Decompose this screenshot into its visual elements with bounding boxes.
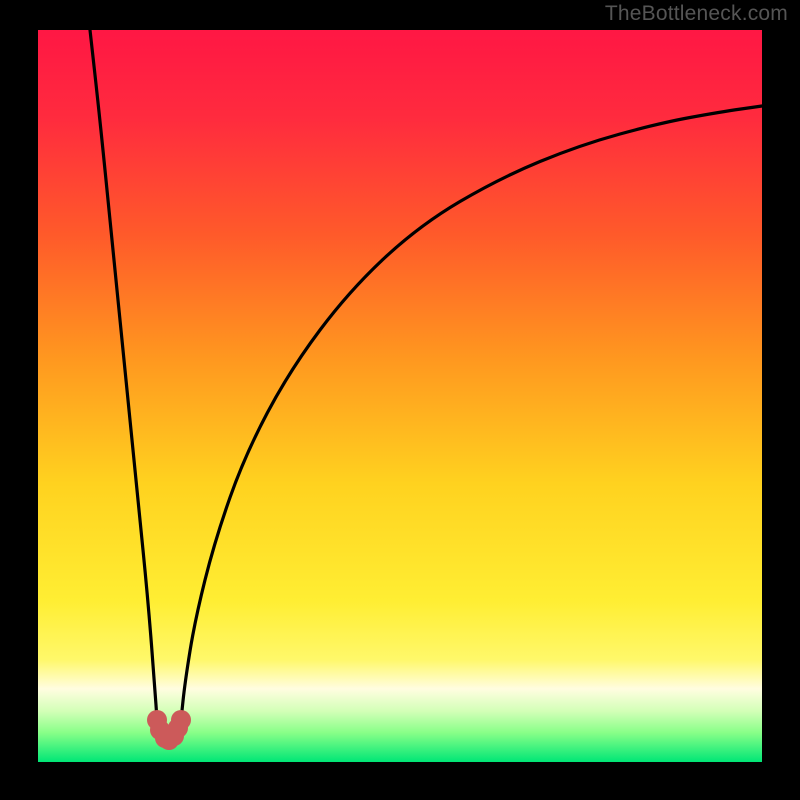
plot-background	[38, 30, 762, 762]
attribution-text: TheBottleneck.com	[605, 2, 788, 26]
bottleneck-chart	[0, 0, 800, 800]
chart-container: { "attribution": "TheBottleneck.com", "c…	[0, 0, 800, 800]
